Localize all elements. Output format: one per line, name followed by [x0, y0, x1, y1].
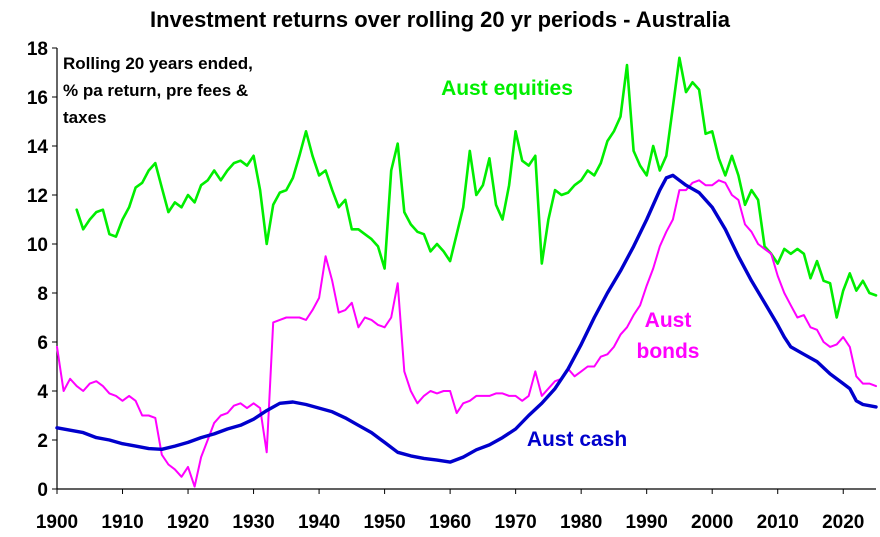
plot-area: 0 2 4 6 8 10 12 14 16 18 1900 1910 1920 1930 1940 1950 1…	[27, 39, 878, 533]
x-tick-label: 1910	[101, 512, 143, 533]
x-tick-label: 1940	[298, 512, 340, 533]
series-label-aust-bonds: bonds	[637, 340, 700, 363]
annotation-box: Rolling 20 years ended, % pa return, pre…	[63, 54, 253, 127]
y-tick-label: 8	[37, 284, 48, 305]
x-tick-label: 1900	[36, 512, 78, 533]
x-tick-label: 2020	[822, 512, 864, 533]
y-tick-label: 12	[27, 186, 48, 207]
y-tick-label: 10	[27, 235, 48, 256]
series-label-aust-bonds: Aust	[645, 309, 692, 332]
series-line-aust-equities	[75, 56, 878, 319]
annotation-line-2: % pa return, pre fees &	[63, 81, 248, 100]
x-tick-label: 1950	[363, 512, 405, 533]
x-tick-label: 2000	[691, 512, 733, 533]
annotation-line-3: taxes	[63, 108, 106, 127]
annotation-line-1: Rolling 20 years ended,	[63, 54, 253, 73]
x-tick-label: 1930	[232, 512, 274, 533]
y-tick-label: 14	[27, 137, 49, 158]
x-tick-label: 1970	[494, 512, 536, 533]
series-line-aust-bonds	[56, 179, 877, 488]
series-label-aust-equities: Aust equities	[441, 77, 573, 100]
y-tick-label: 4	[37, 382, 48, 403]
chart-title: Investment returns over rolling 20 yr pe…	[150, 7, 731, 32]
x-tick-label: 1990	[626, 512, 668, 533]
y-tick-label: 6	[37, 333, 48, 354]
y-tick-label: 18	[27, 39, 48, 60]
series-line-aust-cash	[55, 173, 878, 464]
series-label-aust-cash: Aust cash	[527, 428, 627, 451]
y-tick-label: 16	[27, 88, 48, 109]
y-tick-label: 2	[37, 431, 48, 452]
x-tick-label: 1960	[429, 512, 471, 533]
x-tick-label: 1920	[167, 512, 209, 533]
x-tick-label: 2010	[757, 512, 799, 533]
x-tick-label: 1980	[560, 512, 602, 533]
y-tick-label: 0	[37, 480, 48, 501]
